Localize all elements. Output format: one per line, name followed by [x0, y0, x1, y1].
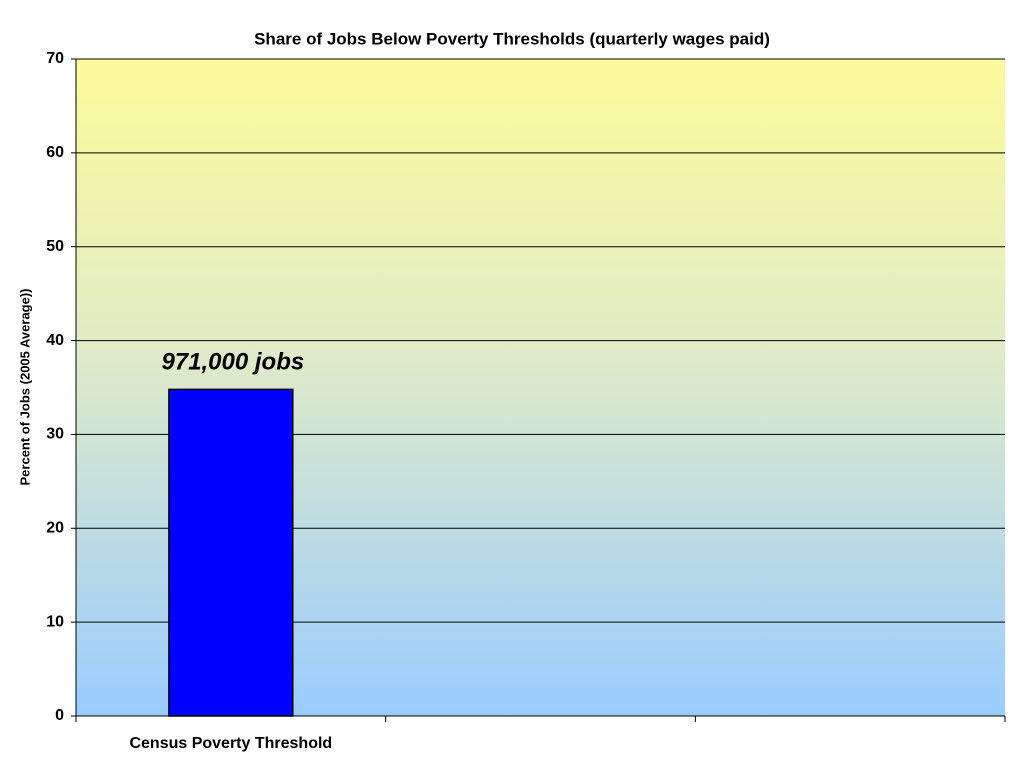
- y-tick-label: 0: [55, 707, 64, 724]
- y-tick-label: 70: [46, 50, 64, 67]
- y-tick-label: 30: [46, 426, 64, 443]
- y-axis-title: Percent of Jobs (2005 Average)): [17, 289, 32, 486]
- y-tick-label: 50: [46, 238, 64, 255]
- y-tick-label: 20: [46, 520, 64, 537]
- chart-title: Share of Jobs Below Poverty Thresholds (…: [254, 29, 770, 48]
- bar: [168, 388, 294, 717]
- y-tick-label: 40: [46, 332, 64, 349]
- x-tick-label: Census Poverty Threshold: [129, 735, 332, 752]
- y-tick-label: 60: [46, 144, 64, 161]
- annotation: 971,000 jobs: [161, 349, 304, 376]
- y-tick-label: 10: [46, 613, 64, 630]
